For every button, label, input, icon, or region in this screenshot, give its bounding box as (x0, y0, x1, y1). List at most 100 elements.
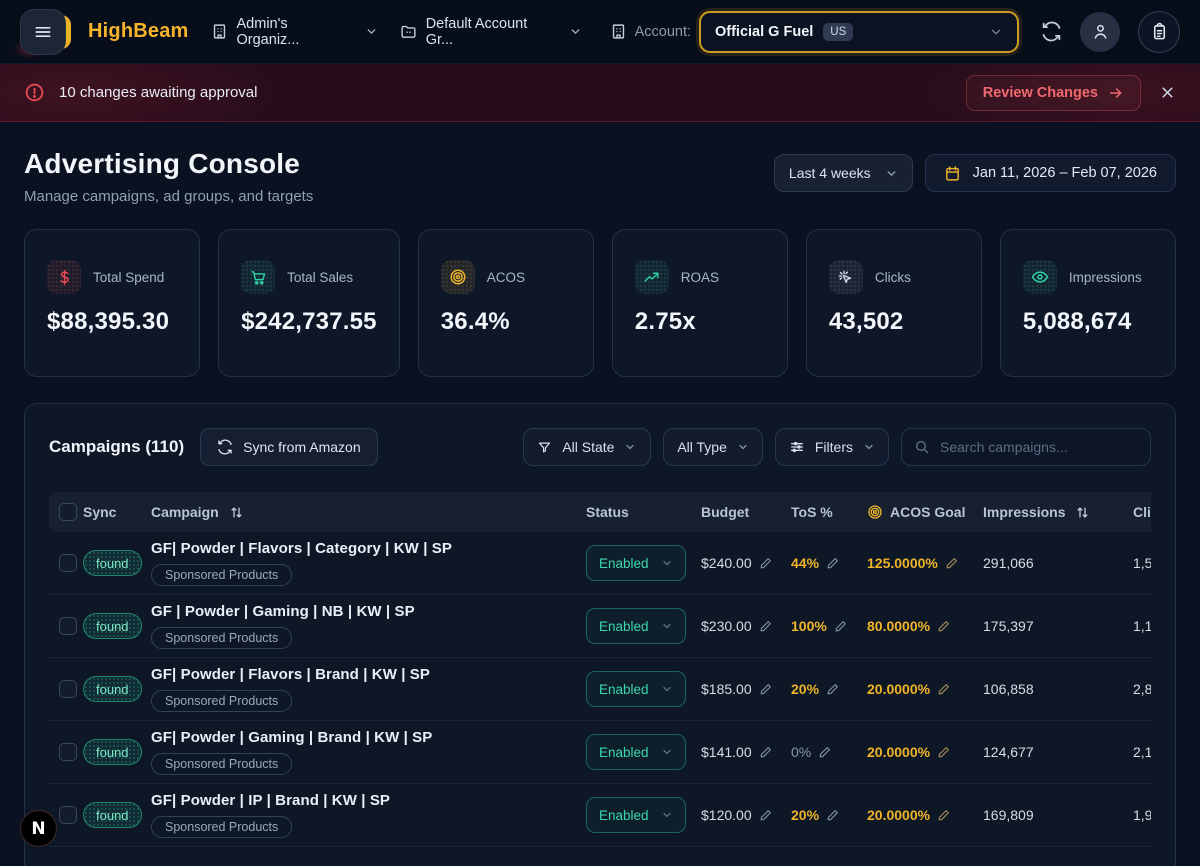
account-group-dropdown[interactable]: Default Account Gr... (400, 16, 582, 48)
edit-acos-goal-icon[interactable] (937, 683, 950, 696)
account-group-name: Default Account Gr... (426, 16, 556, 48)
status-select[interactable]: Enabled (586, 671, 686, 707)
edit-acos-goal-icon[interactable] (937, 809, 950, 822)
chevron-down-icon (569, 25, 582, 38)
stat-label: Impressions (1069, 270, 1142, 285)
range-preset-label: Last 4 weeks (789, 165, 871, 181)
row-checkbox[interactable] (59, 554, 77, 572)
stat-label: ACOS (487, 270, 525, 285)
clipboard-button[interactable] (1138, 11, 1180, 53)
account-label: Account: (635, 24, 691, 40)
edit-tos-icon[interactable] (826, 683, 839, 696)
acos-goal-value: 125.0000% (867, 555, 938, 571)
account-select[interactable]: Official G Fuel US (699, 11, 1019, 53)
row-checkbox[interactable] (59, 617, 77, 635)
stat-value: $242,737.55 (241, 308, 377, 336)
status-value: Enabled (599, 682, 649, 697)
review-changes-button[interactable]: Review Changes (966, 75, 1141, 111)
sort-icon[interactable] (1075, 505, 1090, 520)
column-header-budget: Budget (701, 504, 791, 520)
review-changes-label: Review Changes (983, 85, 1098, 101)
date-range-picker[interactable]: Jan 11, 2026 – Feb 07, 2026 (925, 154, 1176, 192)
date-range-value: Jan 11, 2026 – Feb 07, 2026 (973, 165, 1157, 181)
select-all-checkbox[interactable] (59, 503, 77, 521)
acos-goal-value: 20.0000% (867, 807, 930, 823)
sort-icon[interactable] (229, 505, 244, 520)
nextjs-dev-badge[interactable]: N (20, 810, 57, 847)
status-select[interactable]: Enabled (586, 608, 686, 644)
row-checkbox[interactable] (59, 680, 77, 698)
edit-budget-icon[interactable] (759, 557, 772, 570)
impressions-value: 175,397 (983, 618, 1133, 634)
edit-tos-icon[interactable] (834, 620, 847, 633)
impressions-value: 106,858 (983, 681, 1133, 697)
type-filter-value: All Type (677, 439, 727, 455)
acos-goal-value: 20.0000% (867, 681, 930, 697)
edit-budget-icon[interactable] (759, 620, 772, 633)
filters-button[interactable]: Filters (775, 428, 889, 466)
campaign-table-row: found GF | Powder | Gaming | NB | KW | S… (49, 595, 1151, 658)
edit-budget-icon[interactable] (759, 746, 772, 759)
tos-value: 0% (791, 744, 811, 760)
edit-tos-icon[interactable] (826, 809, 839, 822)
sync-status-badge: found (83, 613, 142, 639)
campaign-name: GF| Powder | Gaming | Brand | KW | SP (151, 729, 586, 746)
clipboard-icon (1150, 22, 1169, 41)
trend-up-icon (635, 260, 669, 294)
column-header-impressions: Impressions (983, 504, 1065, 520)
edit-budget-icon[interactable] (759, 809, 772, 822)
edit-budget-icon[interactable] (759, 683, 772, 696)
folder-icon (400, 23, 417, 40)
campaigns-panel: Campaigns (110) Sync from Amazon All Sta… (24, 403, 1176, 866)
edit-acos-goal-icon[interactable] (937, 746, 950, 759)
sync-from-amazon-button[interactable]: Sync from Amazon (200, 428, 378, 466)
chevron-down-icon (989, 25, 1003, 39)
campaign-table-row: found GF| Powder | Flavors | Category | … (49, 532, 1151, 595)
edit-tos-icon[interactable] (818, 746, 831, 759)
stat-label: Clicks (875, 270, 911, 285)
impressions-value: 291,066 (983, 555, 1133, 571)
date-range-preset-select[interactable]: Last 4 weeks (774, 154, 913, 192)
stat-value: $88,395.30 (47, 308, 177, 336)
tos-value: 44% (791, 555, 819, 571)
dollar-icon (47, 260, 81, 294)
status-select[interactable]: Enabled (586, 545, 686, 581)
clicks-value: 1,12 (1133, 618, 1151, 634)
campaigns-title: Campaigns (110) (49, 437, 184, 457)
menu-button[interactable] (20, 9, 66, 55)
eye-icon (1023, 260, 1057, 294)
budget-value: $185.00 (701, 681, 752, 697)
filters-button-label: Filters (815, 439, 853, 455)
user-avatar-button[interactable] (1080, 12, 1120, 52)
sync-status-badge: found (83, 550, 142, 576)
building-icon (610, 23, 627, 40)
edit-acos-goal-icon[interactable] (945, 557, 958, 570)
chevron-down-icon (863, 441, 875, 453)
refresh-button[interactable] (1041, 21, 1062, 42)
row-checkbox[interactable] (59, 743, 77, 761)
kpi-cards-row: Total Spend $88,395.30 Total Sales $242,… (0, 205, 1200, 377)
clicks-value: 1,9 (1133, 807, 1151, 823)
type-filter-select[interactable]: All Type (663, 428, 763, 466)
organization-name: Admin's Organiz... (237, 16, 352, 48)
search-input[interactable] (940, 439, 1138, 455)
status-select[interactable]: Enabled (586, 734, 686, 770)
acos-goal-value: 80.0000% (867, 618, 930, 634)
row-checkbox[interactable] (59, 806, 77, 824)
status-select[interactable]: Enabled (586, 797, 686, 833)
dismiss-banner-button[interactable] (1159, 84, 1176, 101)
campaign-table-row: found GF| Powder | Gaming | Brand | KW |… (49, 721, 1151, 784)
stat-card-total-spend: Total Spend $88,395.30 (24, 229, 200, 377)
edit-tos-icon[interactable] (826, 557, 839, 570)
clicks-value: 1,5 (1133, 555, 1151, 571)
hamburger-icon (33, 22, 53, 42)
budget-value: $141.00 (701, 744, 752, 760)
campaign-type-pill: Sponsored Products (151, 816, 292, 838)
tos-value: 20% (791, 681, 819, 697)
chevron-down-icon (661, 683, 673, 695)
status-value: Enabled (599, 556, 649, 571)
target-icon (867, 504, 883, 520)
state-filter-select[interactable]: All State (523, 428, 651, 466)
organization-dropdown[interactable]: Admin's Organiz... (211, 16, 378, 48)
edit-acos-goal-icon[interactable] (937, 620, 950, 633)
